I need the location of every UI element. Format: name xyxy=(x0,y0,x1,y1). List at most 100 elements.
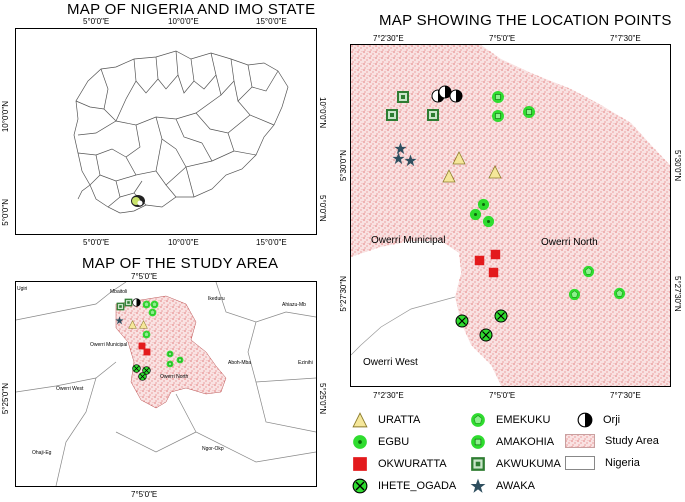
locations-y-tick-left-1: 5°30'0"N xyxy=(339,150,348,182)
study-area-y-tick-right: 5°25'0"N xyxy=(318,383,327,415)
point-egbu-2 xyxy=(469,208,482,221)
point-ihete-ogada-1 xyxy=(455,314,469,328)
point-okwuratta-3 xyxy=(488,267,499,278)
triangle-icon xyxy=(352,412,368,428)
legend-amakohia-label: AMAKOHIA xyxy=(496,436,555,448)
point-emekuku-3 xyxy=(613,287,626,300)
nested-square-icon xyxy=(471,457,485,471)
legend-okwuratta: OKWURATTA xyxy=(352,456,447,472)
nigeria-y-tick-right-2: 5°0'0"N xyxy=(318,195,327,222)
locations-map-title: MAP SHOWING THE LOCATION POINTS xyxy=(379,12,672,29)
point-akwukuma-1 xyxy=(397,91,409,103)
study-label-ngor-okpala: Ngor-Okp xyxy=(202,446,224,452)
legend-akwukuma-label: AKWUKUMA xyxy=(496,458,561,470)
legend-ihete-ogada: IHETE_OGADA xyxy=(352,478,456,494)
study-label-ezinihitte: Ezinihi xyxy=(298,360,313,366)
legend-uratta-label: URATTA xyxy=(378,414,421,426)
locations-label-owerri-west: Owerri West xyxy=(363,357,418,368)
nigeria-y-tick-left-1: 10°0'0"N xyxy=(1,101,10,133)
nigeria-x-tick-top-1: 5°0'0"E xyxy=(83,17,110,26)
study-label-aboh-mbaise: Aboh-Mba xyxy=(228,360,252,366)
locations-map-frame: Owerri Municipal Owerri North Owerri Wes… xyxy=(350,44,671,387)
legend-awaka: AWAKA xyxy=(470,478,535,494)
nigeria-map-frame xyxy=(15,28,317,235)
legend-okwuratta-label: OKWURATTA xyxy=(378,458,447,470)
legend-emekuku-label: EMEKUKU xyxy=(496,414,551,426)
locations-x-tick-bottom-2: 7°5'0"E xyxy=(489,391,516,400)
study-label-owerri-north: Owerri North xyxy=(160,374,189,380)
pentagon-icon xyxy=(470,412,486,428)
nigeria-outline-map xyxy=(73,50,289,214)
nigeria-x-tick-top-3: 15°0'0"E xyxy=(256,17,287,26)
nigeria-x-tick-bottom-2: 10°0'0"E xyxy=(168,238,199,247)
study-area-map-frame: Ugiri Mbaitoli Ikeduru Ahiazu-Mb Owerri … xyxy=(15,281,317,487)
study-label-ohaji-egbema: Ohaji-Eg xyxy=(32,450,52,456)
point-okwuratta-1 xyxy=(474,255,485,266)
point-okwuratta-2 xyxy=(490,249,501,260)
nigeria-x-tick-bottom-1: 5°0'0"E xyxy=(83,238,110,247)
locations-y-tick-right-2: 5°27'30"N xyxy=(673,276,682,312)
study-area-y-tick-left: 5°25'0"N xyxy=(1,383,10,415)
study-label-mbaitoli: Mbaitoli xyxy=(110,289,128,295)
dot-square-circle-icon xyxy=(470,434,486,450)
study-label-owerri-west: Owerri West xyxy=(56,386,84,392)
legend-egbu-label: EGBU xyxy=(378,436,410,448)
star-icon xyxy=(470,478,486,493)
point-amakohia-3 xyxy=(522,105,536,119)
point-ihete-ogada-2 xyxy=(494,309,508,323)
legend-study-area-label: Study Area xyxy=(605,435,659,447)
study-label-owerri-municipal: Owerri Municipal xyxy=(90,342,128,348)
point-amakohia-1 xyxy=(491,90,505,104)
legend-egbu: EGBU xyxy=(352,434,409,450)
point-orji-2 xyxy=(438,85,452,99)
locations-y-tick-left-2: 5°27'30"N xyxy=(339,276,348,312)
legend-nigeria-label: Nigeria xyxy=(605,457,640,469)
legend-akwukuma: AKWUKUMA xyxy=(470,456,561,472)
study-label-ugiri: Ugiri xyxy=(17,286,28,292)
nigeria-y-tick-right-1: 10°0'0"N xyxy=(318,97,327,129)
half-circle-icon xyxy=(577,412,593,428)
point-orji-3 xyxy=(449,89,463,103)
x-circle-icon xyxy=(352,478,368,494)
legend-nigeria: Nigeria xyxy=(565,456,640,470)
locations-x-tick-top-2: 7°5'0"E xyxy=(489,34,516,43)
legend-study-area: Study Area xyxy=(565,434,659,448)
white-box-swatch-icon xyxy=(565,456,595,470)
stipple-swatch-icon xyxy=(565,434,595,448)
study-area-map xyxy=(16,282,316,486)
point-akwukuma-3 xyxy=(427,109,439,121)
study-label-ikeduru: Ikeduru xyxy=(208,296,225,302)
point-akwukuma-2 xyxy=(386,109,398,121)
locations-x-tick-top-3: 7°7'30"E xyxy=(610,34,641,43)
point-egbu-3 xyxy=(482,215,495,228)
legend-orji: Orji xyxy=(577,412,620,428)
legend-orji-label: Orji xyxy=(603,414,621,426)
locations-label-owerri-north: Owerri North xyxy=(541,237,598,248)
point-ihete-ogada-3 xyxy=(479,328,493,342)
study-label-ahiazu: Ahiazu-Mb xyxy=(282,302,306,308)
nigeria-y-tick-left-2: 5°0'0"N xyxy=(1,199,10,226)
legend-uratta: URATTA xyxy=(352,412,420,428)
point-amakohia-2 xyxy=(491,109,505,123)
locations-x-tick-top-1: 7°2'30"E xyxy=(373,34,404,43)
legend-ihete-ogada-label: IHETE_OGADA xyxy=(378,480,457,492)
study-area-x-tick-bottom: 7°5'0"E xyxy=(131,490,158,499)
nigeria-map-title: MAP OF NIGERIA AND IMO STATE xyxy=(67,1,316,18)
nigeria-x-tick-bottom-3: 15°0'0"E xyxy=(256,238,287,247)
locations-x-tick-bottom-1: 7°2'30"E xyxy=(373,391,404,400)
imo-state-highlight xyxy=(131,195,145,207)
legend-emekuku: EMEKUKU xyxy=(470,412,550,428)
locations-study-area-shape xyxy=(351,45,670,386)
point-egbu-1 xyxy=(477,198,490,211)
locations-y-tick-right-1: 5°30'0"N xyxy=(673,150,682,182)
locations-map xyxy=(351,45,670,386)
legend-amakohia: AMAKOHIA xyxy=(470,434,554,450)
point-emekuku-2 xyxy=(568,288,581,301)
red-square-icon xyxy=(353,457,367,471)
locations-x-tick-bottom-3: 7°7'30"E xyxy=(610,391,641,400)
study-area-map-title: MAP OF THE STUDY AREA xyxy=(82,255,279,272)
locations-label-owerri-municipal: Owerri Municipal xyxy=(371,235,446,246)
study-area-x-tick-top: 7°5'0"E xyxy=(131,272,158,281)
point-emekuku-1 xyxy=(582,265,595,278)
dot-circle-icon xyxy=(353,435,367,449)
